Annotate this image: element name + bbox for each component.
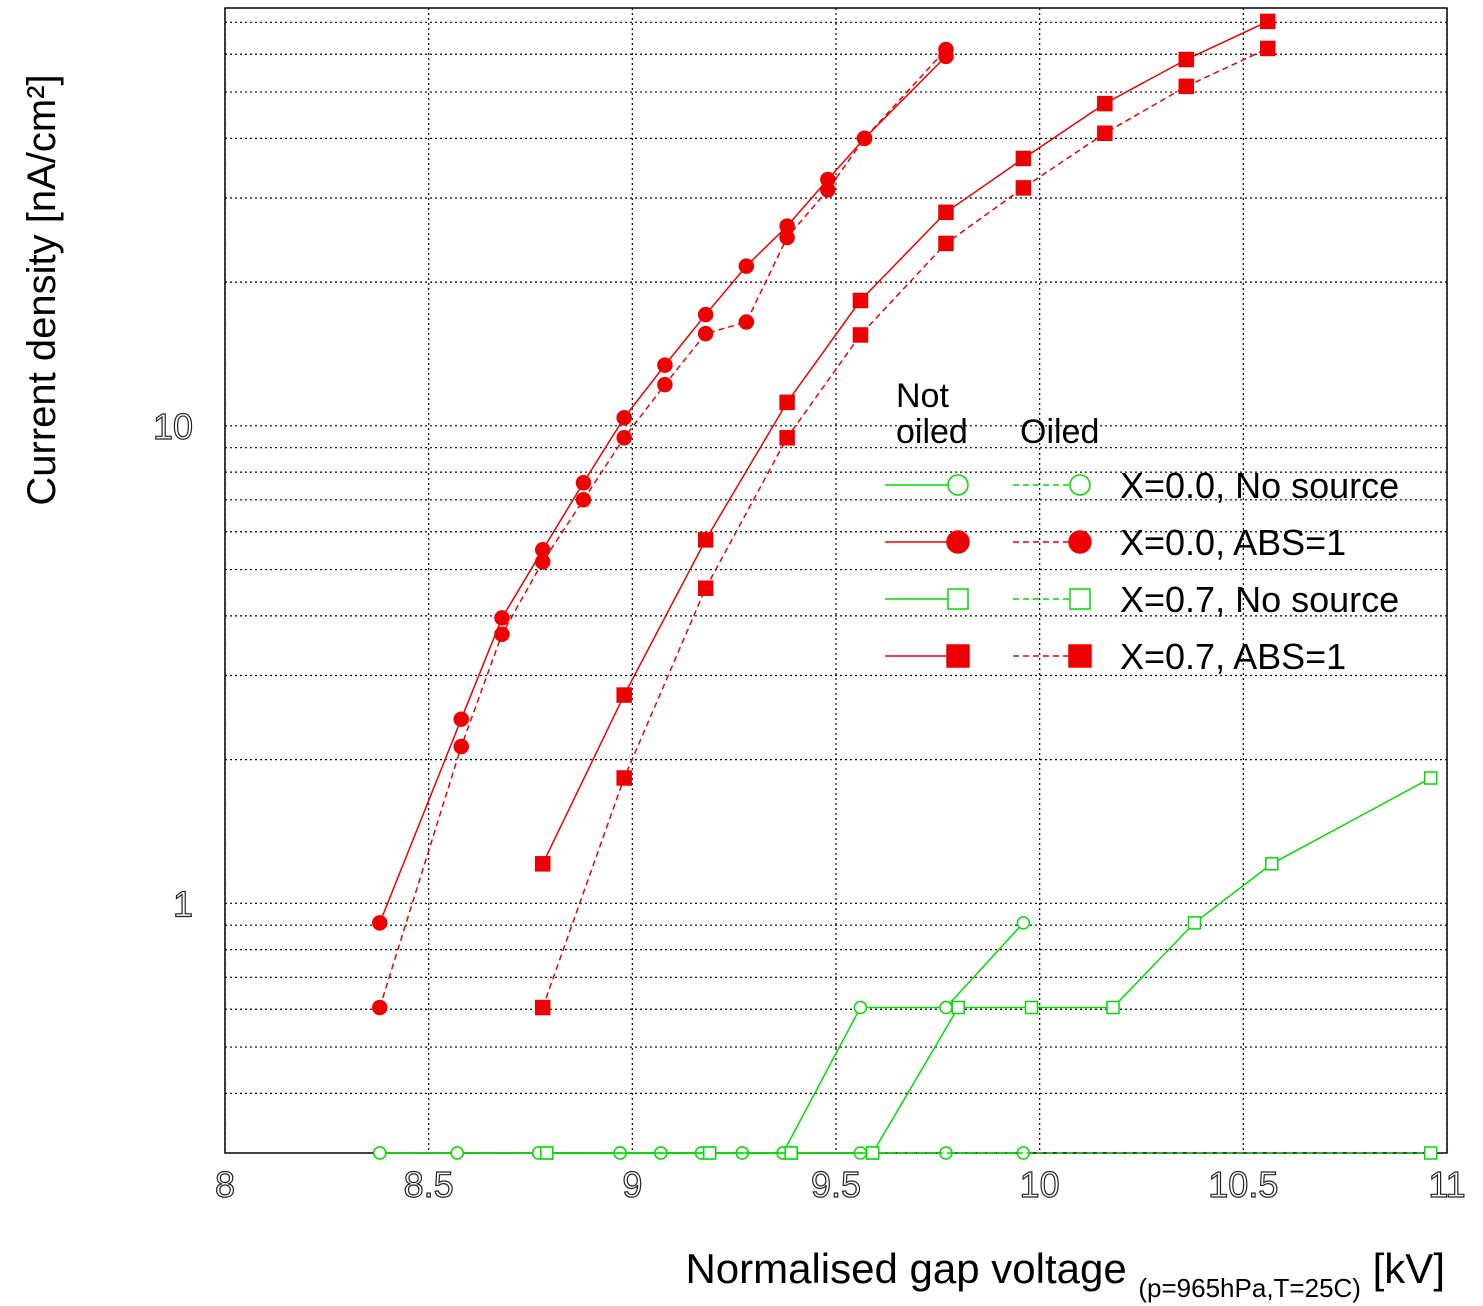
legend-column-header: Not oiled xyxy=(896,377,968,451)
marker xyxy=(534,999,551,1016)
marker xyxy=(738,258,755,274)
marker xyxy=(540,1146,554,1160)
x-tick-label: 9.5 xyxy=(811,1164,861,1205)
marker xyxy=(946,530,970,554)
marker xyxy=(852,327,869,343)
marker xyxy=(1024,1000,1039,1015)
x-axis-label: Normalised gap voltage (p=965hPa,T=25C) … xyxy=(685,1245,1445,1306)
x-tick-label: 10 xyxy=(1020,1164,1060,1205)
marker xyxy=(1069,588,1091,610)
x-tick-label: 10.5 xyxy=(1208,1164,1278,1205)
marker xyxy=(494,626,510,643)
marker xyxy=(575,492,592,508)
marker xyxy=(1178,78,1195,95)
marker xyxy=(450,1146,464,1160)
marker xyxy=(947,588,969,610)
legend-column-header: Oiled xyxy=(1020,413,1100,451)
marker xyxy=(852,292,869,309)
marker xyxy=(1187,916,1202,930)
legend-label: X=0.0, ABS=1 xyxy=(1120,522,1346,563)
marker xyxy=(1015,150,1032,167)
x-label-sub: (p=965hPa,T=25C) xyxy=(1138,1273,1361,1303)
line xyxy=(379,55,947,924)
marker xyxy=(697,532,714,548)
marker xyxy=(1069,474,1091,496)
x-tick-label: 9 xyxy=(622,1164,642,1205)
x-label-unit: [kV] xyxy=(1373,1245,1445,1292)
marker xyxy=(1015,180,1032,196)
marker xyxy=(372,915,388,931)
marker xyxy=(1423,771,1438,785)
marker xyxy=(616,770,632,786)
marker xyxy=(697,325,714,342)
marker xyxy=(946,644,970,668)
marker xyxy=(372,999,388,1016)
marker xyxy=(1260,40,1276,57)
marker xyxy=(1260,13,1276,30)
marker xyxy=(657,376,673,393)
marker xyxy=(865,1146,880,1160)
marker xyxy=(453,711,470,727)
marker xyxy=(853,1000,868,1015)
marker xyxy=(616,430,632,446)
marker xyxy=(1106,1000,1120,1015)
marker xyxy=(947,474,969,496)
marker xyxy=(1097,125,1113,141)
marker xyxy=(1016,916,1031,930)
marker xyxy=(453,738,470,755)
marker xyxy=(697,580,714,596)
marker xyxy=(702,1146,717,1160)
marker xyxy=(938,204,954,221)
x-tick-label: 8.5 xyxy=(404,1164,454,1205)
marker xyxy=(616,687,632,703)
x-tick-label: 11 xyxy=(1428,1164,1465,1205)
x-tick-label: 8 xyxy=(215,1164,235,1205)
marker xyxy=(779,430,795,446)
marker xyxy=(1068,530,1092,554)
marker xyxy=(779,394,795,411)
marker xyxy=(616,409,632,426)
marker xyxy=(938,235,954,252)
marker xyxy=(1068,644,1092,668)
marker xyxy=(951,1000,965,1015)
line xyxy=(379,48,947,1008)
y-tick-label: 10 xyxy=(153,406,193,447)
legend-label: X=0.7, No source xyxy=(1120,579,1399,620)
marker xyxy=(1265,857,1279,871)
marker xyxy=(1423,1146,1438,1160)
marker xyxy=(534,856,551,872)
marker xyxy=(1097,95,1113,112)
legend-label: X=0.0, No source xyxy=(1120,465,1399,506)
marker xyxy=(575,474,592,491)
marker xyxy=(939,1000,953,1015)
marker xyxy=(784,1146,798,1160)
legend-label: X=0.7, ABS=1 xyxy=(1120,636,1346,677)
marker xyxy=(534,554,551,570)
line xyxy=(546,777,1432,1154)
marker xyxy=(938,41,954,58)
y-tick-label: 1 xyxy=(173,883,193,924)
marker xyxy=(494,610,510,626)
marker xyxy=(738,314,755,330)
y-axis-label: Current density [nA/cm²] xyxy=(20,74,64,505)
line xyxy=(542,20,1269,865)
marker xyxy=(373,1146,387,1160)
marker xyxy=(657,357,673,373)
line xyxy=(542,47,1269,1008)
marker xyxy=(697,306,714,323)
marker xyxy=(820,182,836,198)
x-label-main: Normalised gap voltage xyxy=(685,1245,1126,1292)
marker xyxy=(856,130,873,147)
line xyxy=(379,922,1024,1154)
marker xyxy=(779,229,795,246)
marker xyxy=(1178,51,1195,68)
